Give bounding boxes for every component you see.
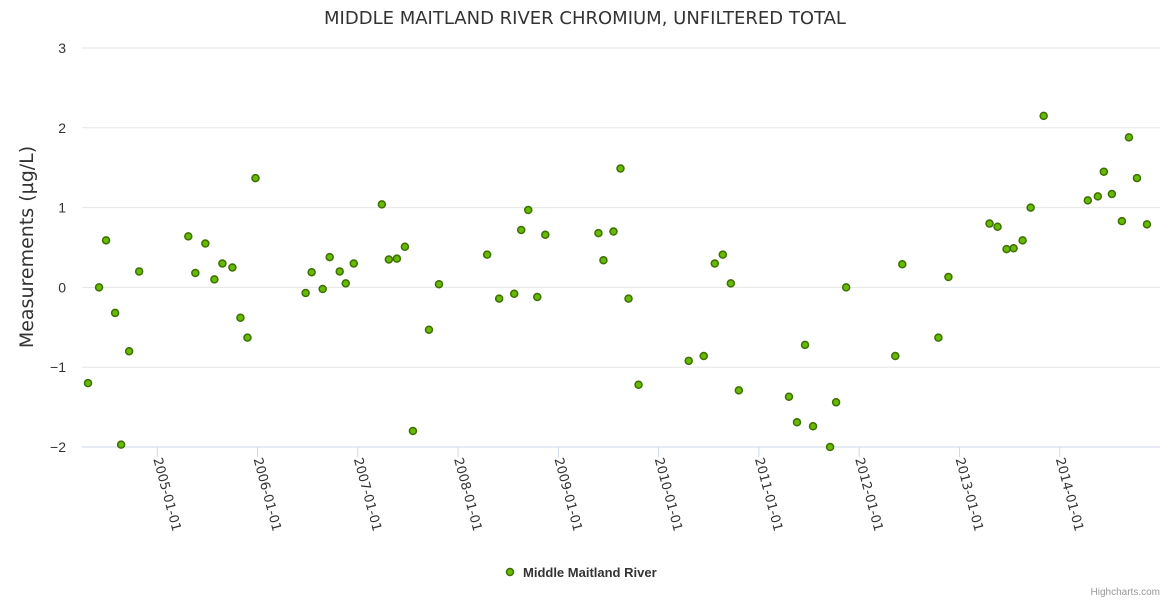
data-point[interactable] <box>101 236 111 245</box>
data-point[interactable] <box>335 267 344 276</box>
data-point[interactable] <box>318 284 327 294</box>
data-point[interactable] <box>307 267 316 277</box>
data-point[interactable] <box>434 279 444 289</box>
data-point[interactable] <box>1142 220 1152 229</box>
data-point[interactable] <box>341 279 350 288</box>
data-point[interactable] <box>523 205 533 215</box>
data-point[interactable] <box>609 227 618 236</box>
data-point[interactable] <box>509 289 519 299</box>
data-point[interactable] <box>784 392 794 401</box>
data-point[interactable] <box>891 351 900 361</box>
data-point[interactable] <box>825 442 835 452</box>
data-point[interactable] <box>218 259 227 268</box>
data-point[interactable] <box>424 325 434 334</box>
data-point[interactable] <box>699 351 708 361</box>
data-point[interactable] <box>1039 111 1048 121</box>
data-point[interactable] <box>616 164 625 173</box>
data-point[interactable] <box>377 200 387 209</box>
data-point[interactable] <box>1018 236 1027 245</box>
y-tick-label: 0 <box>58 279 66 295</box>
data-point[interactable] <box>541 230 550 239</box>
data-point[interactable] <box>1124 133 1134 142</box>
data-point[interactable] <box>533 292 542 302</box>
data-point[interactable] <box>1107 189 1117 199</box>
data-point[interactable] <box>1117 216 1127 226</box>
data-point[interactable] <box>808 422 818 431</box>
data-point[interactable] <box>1009 244 1018 253</box>
data-point[interactable] <box>1099 167 1109 176</box>
chart-title: MIDDLE MAITLAND RIVER CHROMIUM, UNFILTER… <box>324 8 846 29</box>
data-point[interactable] <box>210 275 219 284</box>
data-point[interactable] <box>516 225 526 235</box>
data-point[interactable] <box>800 340 810 350</box>
data-point[interactable] <box>985 219 994 228</box>
y-tick-label: −1 <box>50 359 66 375</box>
data-point[interactable] <box>594 228 603 238</box>
data-point[interactable] <box>384 255 394 264</box>
data-point[interactable] <box>841 283 851 292</box>
y-axis-label: Measurements (µg/L) <box>16 146 38 348</box>
data-point[interactable] <box>301 288 310 298</box>
data-point[interactable] <box>116 440 126 449</box>
data-point[interactable] <box>944 272 953 282</box>
data-point[interactable] <box>1093 192 1103 201</box>
data-point[interactable] <box>124 346 134 356</box>
data-point[interactable] <box>993 222 1002 232</box>
data-point[interactable] <box>710 259 720 268</box>
y-tick-label: −2 <box>50 439 66 455</box>
data-point[interactable] <box>201 239 210 248</box>
grid-lines <box>82 47 1160 368</box>
data-point[interactable] <box>634 380 643 390</box>
data-point[interactable] <box>482 250 492 259</box>
data-point[interactable] <box>494 294 504 303</box>
data-point[interactable] <box>349 259 359 268</box>
data-point[interactable] <box>94 283 104 292</box>
y-tick-label: 1 <box>58 200 66 216</box>
data-point[interactable] <box>228 263 237 272</box>
data-point[interactable] <box>726 279 736 288</box>
data-point[interactable] <box>898 260 907 269</box>
data-point[interactable] <box>191 268 200 278</box>
y-tick-label: 3 <box>58 40 66 56</box>
data-point[interactable] <box>1083 196 1093 205</box>
data-point[interactable] <box>83 378 93 388</box>
data-point[interactable] <box>408 426 418 436</box>
data-point[interactable] <box>792 418 802 427</box>
credits-link[interactable]: Highcharts.com <box>1091 587 1160 598</box>
data-point[interactable] <box>1026 203 1035 212</box>
data-point[interactable] <box>934 333 943 342</box>
data-point[interactable] <box>684 356 693 366</box>
data-point[interactable] <box>718 250 728 259</box>
data-point[interactable] <box>831 398 841 407</box>
legend-marker <box>505 567 515 577</box>
data-point[interactable] <box>400 242 410 251</box>
data-point[interactable] <box>184 232 193 241</box>
data-point[interactable] <box>110 308 120 318</box>
legend-item-middle-maitland-river[interactable]: Middle Maitland River <box>523 565 657 580</box>
data-point[interactable] <box>624 294 633 303</box>
data-point[interactable] <box>243 333 252 342</box>
data-point[interactable] <box>236 313 245 322</box>
data-point[interactable] <box>734 386 744 395</box>
y-axis-ticks: 3 2 1 0 −1 −2 <box>50 40 66 455</box>
data-point[interactable] <box>251 173 260 183</box>
data-point[interactable] <box>1002 244 1011 254</box>
data-point[interactable] <box>392 254 402 263</box>
series-middle-maitland-river[interactable] <box>83 111 1152 452</box>
data-point[interactable] <box>134 267 144 276</box>
y-tick-label: 2 <box>58 120 66 136</box>
legend[interactable]: Middle Maitland River <box>505 565 657 580</box>
data-point[interactable] <box>599 256 608 265</box>
data-point[interactable] <box>1132 173 1142 183</box>
data-point[interactable] <box>325 252 334 262</box>
